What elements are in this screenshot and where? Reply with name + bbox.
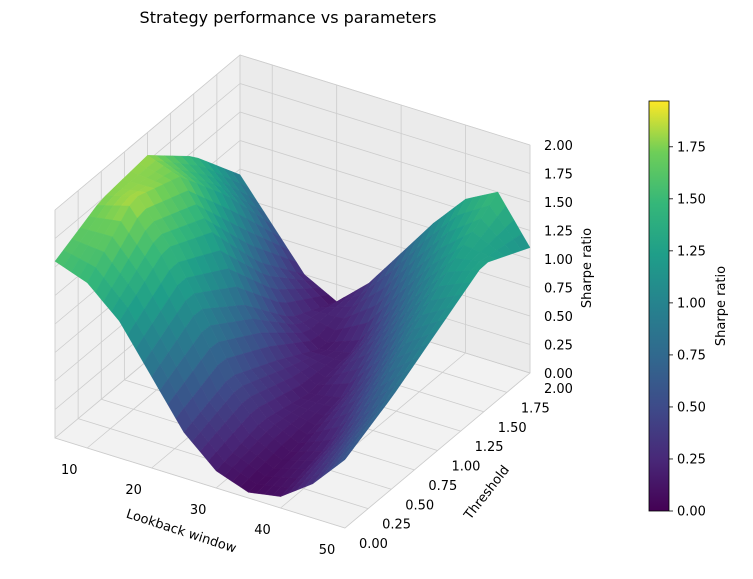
y-tick-label: 2.00	[544, 382, 573, 397]
x-tick-label: 10	[61, 463, 78, 478]
chart-title: Strategy performance vs parameters	[140, 8, 437, 27]
y-tick-label: 0.50	[405, 498, 434, 513]
z-tick-label: 0.00	[544, 367, 573, 382]
colorbar-tick-label: 0.00	[677, 505, 706, 520]
x-tick-label: 30	[190, 503, 207, 518]
surface-patch	[336, 448, 354, 466]
y-tick-label: 1.25	[475, 440, 504, 455]
gridline-z-back	[239, 111, 531, 203]
surface-plot	[54, 155, 531, 497]
z-tick-label: 1.50	[544, 196, 573, 211]
y-tick-label: 1.50	[498, 421, 527, 436]
z-tick-label: 0.75	[544, 282, 573, 297]
colorbar-tick-label: 1.25	[677, 244, 706, 259]
colorbar-tick-label: 1.00	[677, 296, 706, 311]
z-tick-label: 1.25	[544, 225, 573, 240]
z-tick-label: 2.00	[544, 139, 573, 154]
z-tick-label: 1.75	[544, 168, 573, 183]
x-tick-label: 50	[319, 543, 336, 558]
z-tick-label: 1.00	[544, 253, 573, 268]
tick-labels: 10 20 30 40 50 0.00 0.25 0.50 0.75 1.00 1.25 1.50 1.…	[61, 139, 573, 558]
gridline-z-back	[239, 197, 531, 288]
z-tick-label: 0.50	[544, 310, 573, 325]
gridline-z-left	[54, 54, 241, 211]
gridline-y-floor	[54, 437, 346, 529]
colorbar	[648, 100, 670, 512]
colorbar-tick-label: 1.75	[677, 140, 706, 155]
colorbar-tick-label: 0.50	[677, 400, 706, 415]
y-tick-label: 0.75	[428, 479, 457, 494]
z-axis-label: Sharpe ratio	[580, 228, 595, 308]
gridline-z-back	[239, 54, 531, 146]
x-tick-label: 20	[125, 483, 142, 498]
colorbar-tick-label: 0.75	[677, 348, 706, 363]
colorbar-tick-label: 0.25	[677, 452, 706, 467]
y-tick-label: 1.75	[521, 401, 550, 416]
y-tick-label: 0.25	[382, 518, 411, 533]
colorbar-tick-label: 1.50	[677, 192, 706, 207]
z-tick-label: 0.25	[544, 339, 573, 354]
colorbar-label: Sharpe ratio	[714, 266, 729, 346]
x-axis-label: Lookback window	[124, 507, 238, 557]
x-tick-label: 40	[254, 523, 271, 538]
gridline-z-back	[239, 83, 531, 174]
y-tick-label: 0.00	[359, 537, 388, 552]
colorbar-ticks: 0.00 0.25 0.50 0.75 1.00 1.25 1.50 1.75	[669, 140, 706, 520]
y-tick-label: 1.00	[452, 460, 481, 475]
